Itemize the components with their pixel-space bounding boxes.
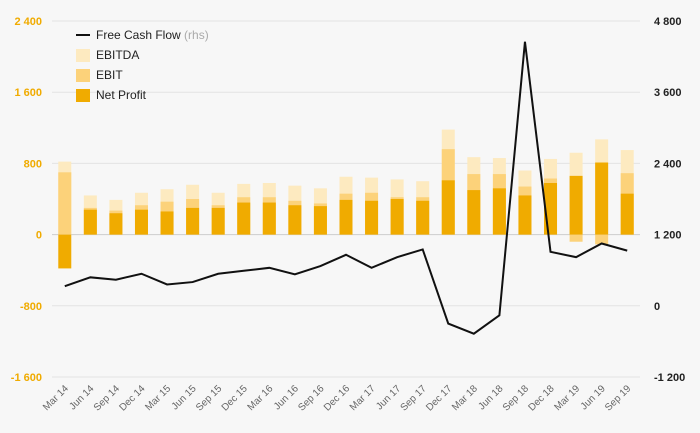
line-series (64, 41, 628, 335)
ebit-bar (58, 172, 72, 235)
ebit-bar (569, 234, 583, 242)
net-profit-bar (569, 175, 583, 235)
net-profit-bar (58, 234, 72, 269)
legend-label-ebitda: EBITDA (96, 48, 139, 62)
x-axis-tick-label: Sep 17 (399, 383, 429, 413)
net-profit-bar (339, 199, 353, 235)
net-profit-bar (288, 205, 302, 235)
net-profit-bar (109, 213, 123, 235)
x-axis-tick-label: Mar 17 (348, 383, 378, 413)
x-axis-tick-label: Jun 16 (272, 383, 301, 412)
net-profit-bar (492, 188, 506, 235)
net-profit-bar (365, 200, 379, 235)
x-axis-tick-label: Mar 15 (143, 383, 173, 413)
net-profit-bar (186, 207, 200, 235)
net-profit-bar (134, 209, 148, 235)
right-axis-tick-label: 3 600 (654, 87, 682, 99)
net-profit-bar (237, 202, 251, 235)
net-profit-bar (416, 200, 430, 235)
left-axis-tick-label: 0 (36, 230, 42, 242)
legend: Free Cash Flow (rhs) EBITDA EBIT Net Profit (76, 28, 209, 102)
legend-label-free-cash-flow: Free Cash Flow (rhs) (96, 28, 209, 42)
right-axis-tick-label: -1 200 (654, 372, 685, 384)
left-axis-tick-label: -800 (20, 301, 42, 313)
net-profit-bar (262, 202, 276, 235)
legend-series-name: Free Cash Flow (96, 28, 184, 42)
net-profit-bar (467, 190, 481, 235)
x-axis-tick-label: Jun 18 (476, 383, 505, 412)
legend-swatch-net-profit (76, 89, 90, 102)
x-axis-tick-label: Dec 15 (220, 383, 250, 413)
bar-series (58, 129, 634, 269)
net-profit-bar (518, 195, 532, 235)
right-axis-ticks: 4 800 3 600 2 400 1 200 0 -1 200 (654, 16, 685, 384)
x-axis-tick-label: Sep 15 (194, 383, 224, 413)
legend-swatch-ebitda (76, 49, 90, 62)
ebit-bar (595, 234, 609, 245)
right-axis-tick-label: 2 400 (654, 158, 682, 170)
x-axis-tick-label: Dec 17 (424, 383, 454, 413)
x-axis-tick-label: Mar 14 (41, 383, 71, 413)
x-axis-tick-label: Sep 19 (603, 383, 633, 413)
right-axis-tick-label: 4 800 (654, 16, 682, 28)
net-profit-bar (441, 180, 455, 235)
left-axis-tick-label: 1 600 (14, 87, 42, 99)
left-axis-tick-label: -1 600 (11, 372, 42, 384)
x-axis-tick-label: Sep 14 (92, 383, 122, 413)
left-axis-tick-label: 2 400 (14, 16, 42, 28)
net-profit-bar (620, 193, 634, 235)
net-profit-bar (595, 162, 609, 235)
x-axis-tick-label: Mar 16 (246, 383, 276, 413)
x-axis-tick-label: Mar 19 (552, 383, 582, 413)
right-axis-tick-label: 1 200 (654, 230, 682, 242)
x-axis-tick-label: Sep 16 (296, 383, 326, 413)
x-axis-tick-label: Dec 16 (322, 383, 352, 413)
gridlines (52, 20, 640, 378)
left-axis-ticks: 2 400 1 600 800 0 -800 -1 600 (11, 16, 42, 384)
left-axis-tick-label: 800 (24, 158, 42, 170)
legend-label-ebit: EBIT (96, 68, 123, 82)
net-profit-bar (83, 209, 97, 235)
legend-swatch-ebit (76, 69, 90, 82)
x-axis-tick-label: Jun 14 (67, 383, 96, 412)
net-profit-bar (160, 211, 174, 235)
x-axis-tick-label: Jun 15 (170, 383, 199, 412)
x-axis-tick-label: Sep 18 (501, 383, 531, 413)
x-axis-tick-label: Jun 19 (579, 383, 608, 412)
legend-series-suffix: (rhs) (184, 28, 209, 42)
x-axis-tick-label: Dec 18 (526, 383, 556, 413)
legend-label-net-profit: Net Profit (96, 88, 147, 102)
x-axis-tick-label: Dec 14 (117, 383, 147, 413)
net-profit-bar (390, 199, 404, 235)
x-axis-tick-label: Mar 18 (450, 383, 480, 413)
x-axis-tick-label: Jun 17 (374, 383, 403, 412)
free-cash-flow-line (64, 41, 628, 335)
net-profit-bar (313, 206, 327, 235)
net-profit-bar (211, 207, 225, 235)
right-axis-tick-label: 0 (654, 301, 660, 313)
